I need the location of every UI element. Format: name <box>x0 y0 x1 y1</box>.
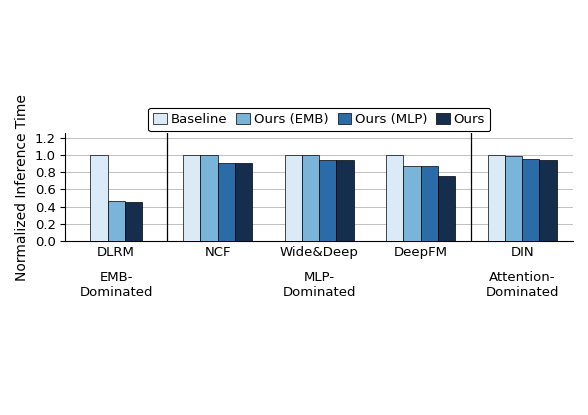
Legend: Baseline, Ours (EMB), Ours (MLP), Ours: Baseline, Ours (EMB), Ours (MLP), Ours <box>148 107 490 131</box>
Bar <box>183 155 201 241</box>
Text: MLP-
Dominated: MLP- Dominated <box>282 271 356 299</box>
Bar <box>403 166 421 241</box>
Bar <box>285 155 302 241</box>
Bar <box>438 176 455 241</box>
Bar <box>421 166 438 241</box>
Bar <box>319 160 336 241</box>
Bar <box>540 160 557 241</box>
Bar <box>302 155 319 241</box>
Bar <box>386 155 403 241</box>
Bar <box>336 160 354 241</box>
Text: Attention-
Dominated: Attention- Dominated <box>486 271 559 299</box>
Bar <box>91 155 108 241</box>
Bar <box>235 163 252 241</box>
Y-axis label: Normalized Inference Time: Normalized Inference Time <box>15 94 29 281</box>
Bar <box>505 156 522 241</box>
Bar <box>487 155 505 241</box>
Bar <box>201 155 218 241</box>
Text: EMB-
Dominated: EMB- Dominated <box>79 271 153 299</box>
Bar <box>522 159 540 241</box>
Bar <box>218 163 235 241</box>
Bar <box>125 202 142 241</box>
Bar <box>108 200 125 241</box>
